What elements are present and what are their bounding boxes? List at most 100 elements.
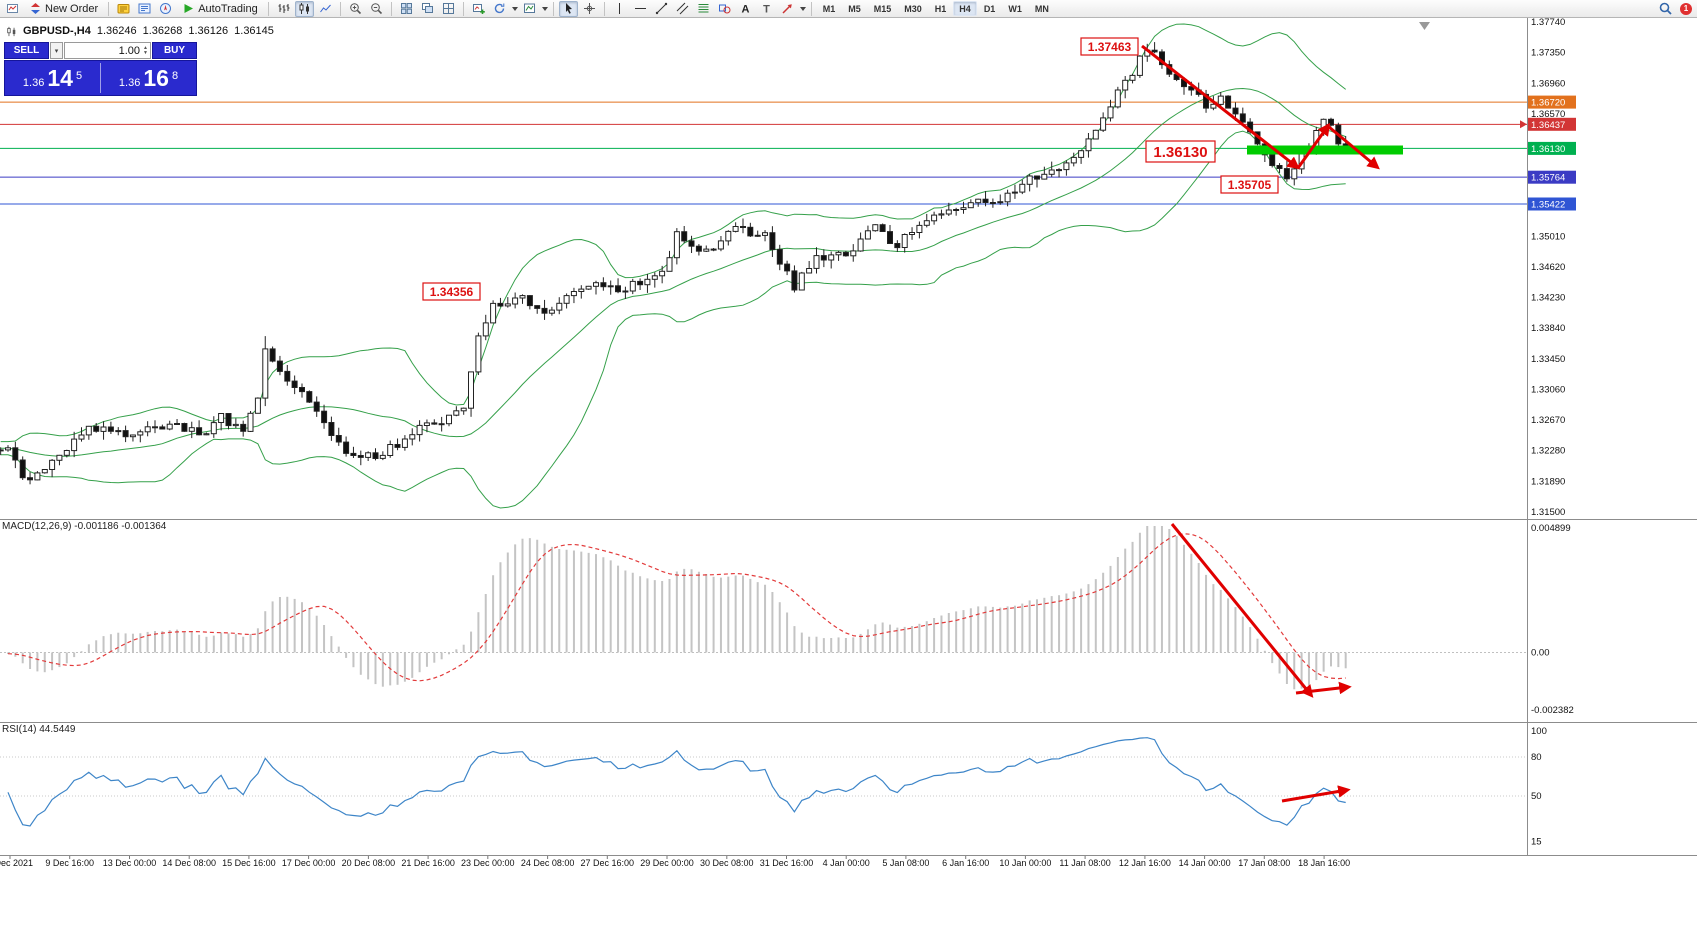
timeframe-group: M1 M5 M15 M30 H1 H4 D1 W1 MN bbox=[817, 1, 1055, 16]
candle-body bbox=[710, 248, 717, 251]
trend-arrow[interactable] bbox=[1328, 125, 1380, 170]
trend-arrow[interactable] bbox=[1295, 681, 1352, 695]
trend-arrow[interactable] bbox=[1170, 523, 1314, 698]
timeframe-MN[interactable]: MN bbox=[1034, 4, 1049, 14]
candle-body bbox=[482, 322, 489, 337]
candle-body bbox=[196, 427, 203, 436]
timeframe-M15[interactable]: M15 bbox=[873, 4, 892, 14]
candle-body bbox=[490, 302, 497, 324]
candle-body bbox=[600, 282, 607, 288]
volume-down-icon[interactable]: ▼ bbox=[143, 49, 148, 56]
buy-button[interactable]: BUY bbox=[152, 42, 197, 59]
candle-body bbox=[864, 230, 871, 240]
candlestick-chart-icon[interactable] bbox=[294, 0, 314, 17]
timeframe-H1[interactable]: H1 bbox=[934, 4, 947, 14]
chart-profile-icon[interactable] bbox=[520, 1, 539, 17]
trend-arrow[interactable] bbox=[1141, 44, 1300, 170]
volume-up-icon[interactable]: ▲ bbox=[143, 44, 148, 51]
chart-window-icon[interactable] bbox=[3, 1, 22, 17]
volume-stepper[interactable]: ▲ ▼ bbox=[143, 44, 148, 56]
price-tick-label: 1.33450 bbox=[1531, 354, 1565, 365]
candle-body bbox=[232, 423, 239, 427]
volume-input[interactable]: 1.00 ▲ ▼ bbox=[64, 42, 151, 59]
chart-cycle-caret[interactable] bbox=[511, 6, 518, 11]
notification-badge[interactable]: 1 bbox=[1680, 2, 1692, 15]
candle-body bbox=[299, 387, 305, 393]
trend-arrow[interactable] bbox=[1296, 122, 1331, 169]
fibonacci-tool-icon[interactable] bbox=[694, 1, 713, 17]
bar-chart-icon[interactable] bbox=[274, 1, 293, 17]
timeframe-W1[interactable]: W1 bbox=[1008, 4, 1022, 14]
arrow-tools-icon[interactable] bbox=[778, 1, 797, 17]
new-chart-icon[interactable] bbox=[469, 1, 488, 17]
sell-button[interactable]: SELL bbox=[4, 42, 49, 59]
crosshair-icon[interactable] bbox=[580, 1, 599, 17]
chart-cycle-icon[interactable] bbox=[490, 1, 509, 17]
chart-shift-marker[interactable] bbox=[1419, 22, 1430, 30]
market-watch-icon[interactable] bbox=[135, 1, 154, 17]
chart-annotations[interactable]: 1.37463 1.36130 1.35705 1.34356 bbox=[422, 37, 1279, 301]
trend-arrows[interactable] bbox=[1141, 44, 1380, 803]
candle-body bbox=[593, 282, 599, 287]
buy-price-button[interactable]: 1.36 16 8 bbox=[101, 63, 196, 93]
candle-body bbox=[504, 303, 511, 307]
price-level-badge bbox=[1528, 170, 1576, 184]
shapes-tool-icon[interactable] bbox=[715, 1, 734, 17]
trend-arrow[interactable] bbox=[1281, 785, 1351, 803]
trendline-tool-icon[interactable] bbox=[652, 1, 671, 17]
zoom-out-icon[interactable] bbox=[367, 1, 386, 17]
support-zone[interactable] bbox=[1247, 145, 1403, 155]
tile-windows-icon[interactable] bbox=[439, 1, 458, 17]
candle-body bbox=[776, 249, 783, 265]
timeframe-H4[interactable]: H4 bbox=[953, 1, 977, 16]
arrow-tools-caret[interactable] bbox=[799, 6, 806, 11]
navigator-icon[interactable] bbox=[156, 1, 175, 17]
candle-body bbox=[1225, 95, 1232, 109]
volume-dropdown[interactable]: ▾ bbox=[50, 42, 63, 59]
new-order-button[interactable]: New Order bbox=[24, 1, 103, 17]
line-chart-icon[interactable] bbox=[316, 1, 335, 17]
text-tool-icon[interactable]: A bbox=[736, 1, 755, 17]
time-axis: 8 Dec 2021 9 Dec 16:00 13 Dec 00:00 14 Dec … bbox=[0, 856, 1350, 868]
candle-body bbox=[931, 214, 938, 222]
channel-tool-icon[interactable] bbox=[673, 1, 692, 17]
price-annotation-box[interactable] bbox=[1145, 140, 1216, 163]
timeframe-M5[interactable]: M5 bbox=[848, 4, 861, 14]
chart-profile-caret[interactable] bbox=[541, 6, 548, 11]
candle-body bbox=[762, 232, 768, 236]
buy-price-prefix: 1.36 bbox=[118, 77, 141, 89]
price-annotation-box[interactable] bbox=[1080, 37, 1139, 56]
candle-body bbox=[806, 268, 813, 274]
close-value: 1.36145 bbox=[234, 25, 274, 37]
candle-body bbox=[909, 232, 915, 235]
timeframe-M30[interactable]: M30 bbox=[904, 4, 922, 14]
sell-price-button[interactable]: 1.36 14 5 bbox=[5, 63, 100, 93]
candle-body bbox=[570, 291, 577, 297]
timeframe-M1[interactable]: M1 bbox=[822, 4, 836, 14]
search-icon[interactable] bbox=[1656, 1, 1675, 17]
zoom-in-icon[interactable] bbox=[346, 1, 365, 17]
candle-body bbox=[1048, 169, 1055, 175]
buy-price-sup: 8 bbox=[171, 70, 179, 82]
metaeditor-icon[interactable] bbox=[114, 1, 133, 17]
vertical-line-tool-icon[interactable] bbox=[610, 1, 629, 17]
horizontal-line-tool-icon[interactable] bbox=[631, 1, 650, 17]
candle-body bbox=[887, 231, 893, 245]
auto-arrange-windows-icon[interactable] bbox=[397, 1, 416, 17]
candle-body bbox=[291, 380, 298, 389]
candle-body bbox=[629, 280, 636, 292]
macd-panel-label: MACD(12,26,9) -0.001186 -0.001364 bbox=[2, 521, 167, 532]
candle-body bbox=[1056, 169, 1062, 172]
cursor-icon[interactable] bbox=[558, 0, 578, 17]
cascade-windows-icon[interactable] bbox=[418, 1, 437, 17]
candle-body bbox=[960, 207, 967, 210]
price-annotation-box[interactable] bbox=[422, 282, 481, 301]
candle-body bbox=[901, 234, 908, 248]
timeframe-D1[interactable]: D1 bbox=[983, 4, 996, 14]
price-annotation-box[interactable] bbox=[1220, 175, 1279, 194]
candle-body bbox=[1063, 162, 1070, 171]
candle-body bbox=[1291, 168, 1298, 180]
text-label-tool-icon[interactable]: T bbox=[757, 1, 776, 17]
autotrading-button[interactable]: AutoTrading bbox=[177, 1, 263, 17]
